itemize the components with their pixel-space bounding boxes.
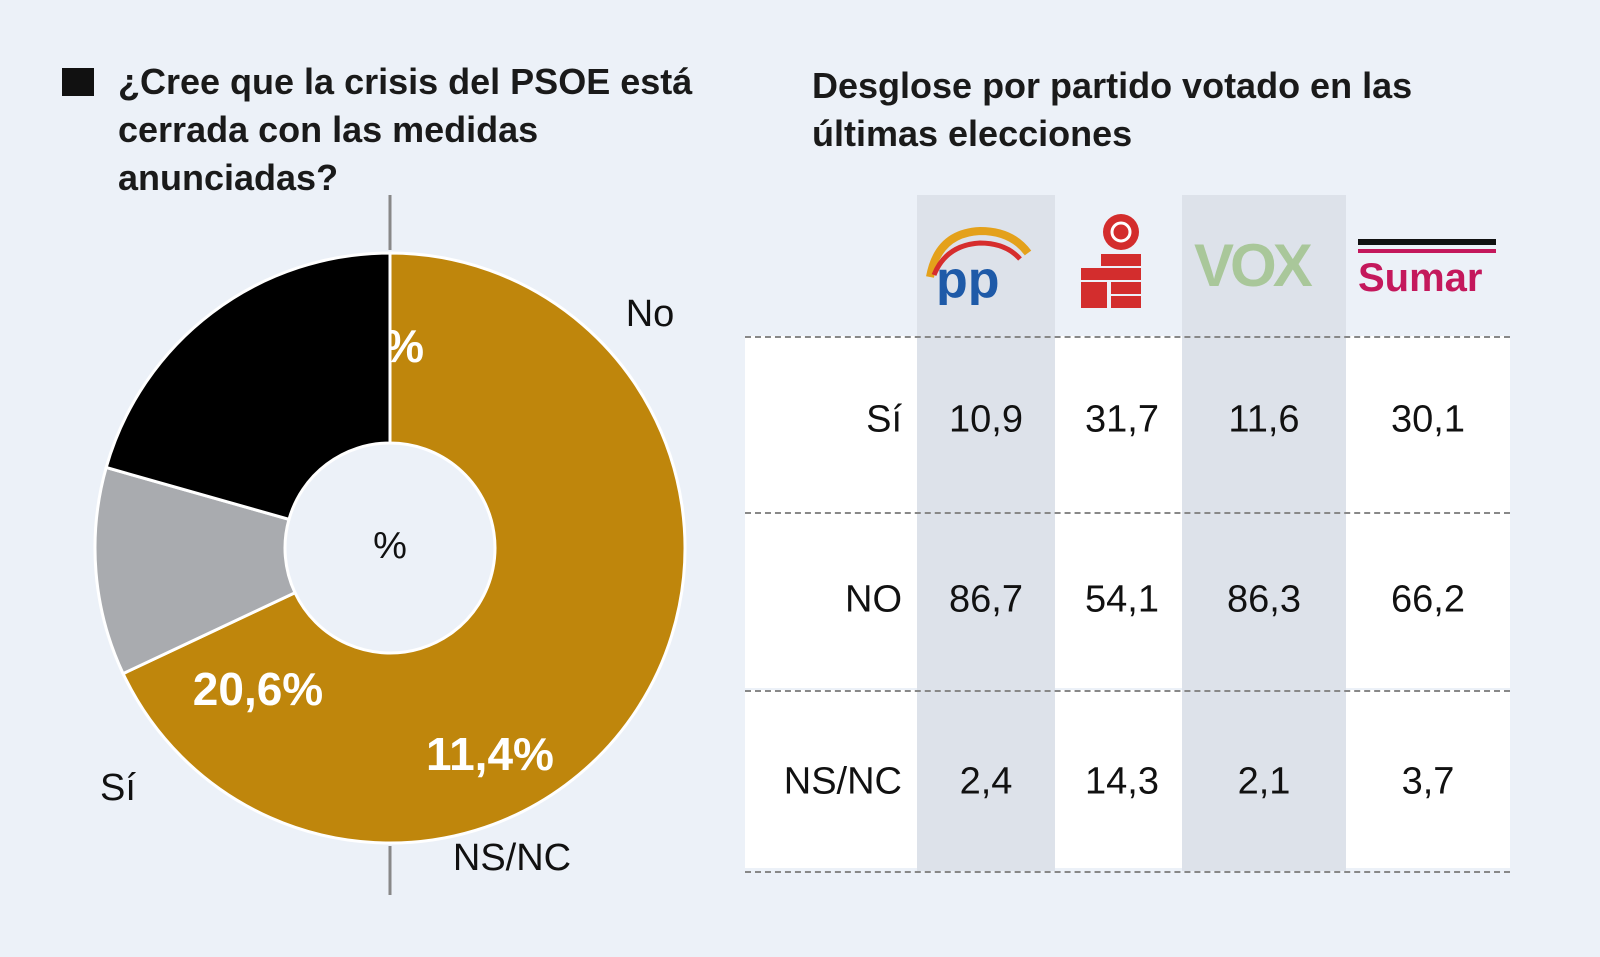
table-cell-vox: 86,3 [1227, 578, 1301, 621]
slice-no [121, 251, 687, 845]
svg-text:VOX: VOX [1194, 232, 1313, 299]
table-row-band [745, 512, 1510, 688]
psoe-rose-logo [1081, 214, 1141, 308]
table-row-label: Sí [866, 398, 902, 441]
svg-text:Sumar: Sumar [1358, 256, 1483, 300]
chart-question-title: ¿Cree que la crisis del PSOE está cerrad… [62, 58, 762, 202]
table-row-band [745, 690, 1510, 868]
slice-category-label: Sí [100, 767, 136, 809]
slice-value-label: 20,6% [193, 663, 323, 715]
table-cell-pp: 10,9 [949, 398, 1023, 441]
vox-logo: VOX [1194, 232, 1317, 299]
table-cell-psoe: 14,3 [1085, 760, 1159, 803]
table-cell-sumar: 66,2 [1391, 578, 1465, 621]
table-cell-sumar: 3,7 [1401, 760, 1455, 803]
breakdown-title: Desglose por partido votado en las últim… [812, 65, 1413, 154]
table-row-label: NS/NC [783, 760, 902, 803]
shaded-column-pp [917, 195, 1055, 871]
row-separator [745, 336, 1510, 338]
legend-square-icon [62, 68, 94, 96]
slice-category-label: NS/NC [453, 837, 571, 879]
shaded-column-vox [1182, 195, 1346, 871]
slice-ns-nc [93, 465, 297, 676]
table-cell-vox: 11,6 [1228, 398, 1300, 441]
pp-logo: pp [926, 226, 1032, 305]
row-separator [745, 512, 1510, 514]
table-cell-pp: 86,7 [949, 578, 1023, 621]
row-separator [745, 690, 1510, 692]
slice-category-label: No [626, 293, 675, 335]
slice-value-label: 11,4% [426, 728, 554, 780]
question-text: ¿Cree que la crisis del PSOE está cerrad… [118, 61, 693, 198]
table-cell-psoe: 54,1 [1085, 578, 1159, 621]
sumar-logo: Sumar [1358, 239, 1496, 300]
row-separator [745, 871, 1510, 873]
table-cell-psoe: 31,7 [1085, 398, 1159, 441]
slice-s- [104, 251, 392, 522]
table-cell-vox: 2,1 [1237, 760, 1291, 803]
donut-center-label: % [373, 525, 407, 567]
table-row-band [745, 336, 1510, 512]
svg-text:pp: pp [936, 251, 1000, 305]
table-cell-pp: 2,4 [959, 760, 1013, 803]
table-row-label: NO [845, 578, 902, 621]
table-cell-sumar: 30,1 [1391, 398, 1465, 441]
